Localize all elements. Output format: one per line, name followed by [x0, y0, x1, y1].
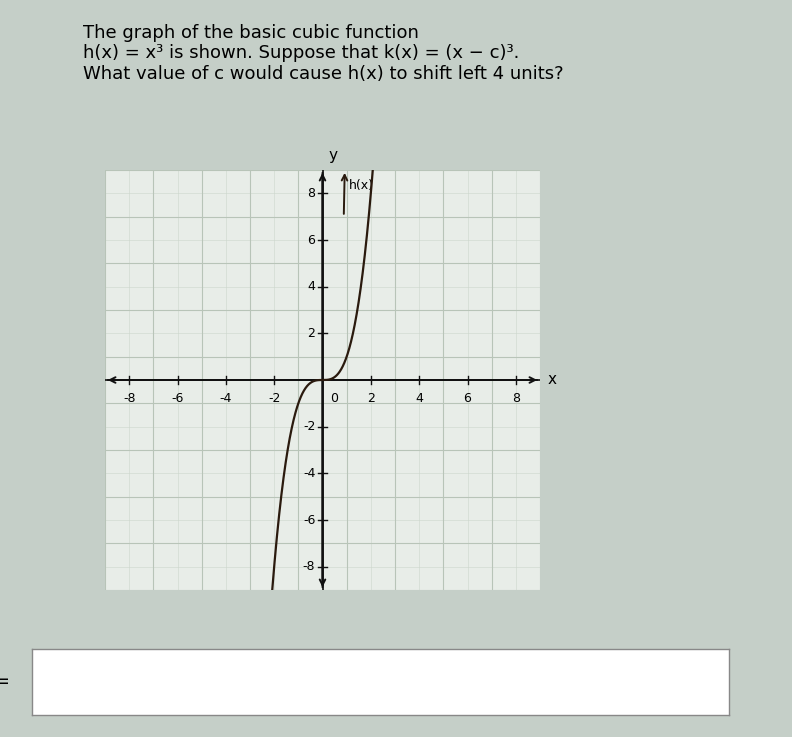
- Text: The graph of the basic cubic function: The graph of the basic cubic function: [83, 24, 419, 41]
- Text: h(x): h(x): [349, 179, 374, 192]
- Text: h(x) = x³ is shown. Suppose that k(x) = (x − c)³.: h(x) = x³ is shown. Suppose that k(x) = …: [83, 44, 520, 62]
- Text: -6: -6: [303, 514, 315, 526]
- Text: -4: -4: [219, 391, 232, 405]
- Text: 4: 4: [415, 391, 423, 405]
- Text: -4: -4: [303, 467, 315, 480]
- Text: What value of c would cause h(x) to shift left 4 units?: What value of c would cause h(x) to shif…: [83, 65, 564, 83]
- Text: -8: -8: [303, 560, 315, 573]
- Text: 6: 6: [463, 391, 471, 405]
- Text: -2: -2: [268, 391, 280, 405]
- Text: 0: 0: [329, 391, 337, 405]
- Text: -6: -6: [171, 391, 184, 405]
- Text: -2: -2: [303, 420, 315, 433]
- Text: 2: 2: [367, 391, 375, 405]
- Text: y: y: [329, 148, 337, 163]
- Text: x: x: [547, 372, 556, 388]
- Text: -8: -8: [123, 391, 135, 405]
- Text: 2: 2: [307, 326, 315, 340]
- Text: 8: 8: [307, 187, 315, 200]
- Text: 4: 4: [307, 280, 315, 293]
- Text: 6: 6: [307, 234, 315, 246]
- Text: 8: 8: [512, 391, 520, 405]
- Text: C=: C=: [0, 672, 11, 691]
